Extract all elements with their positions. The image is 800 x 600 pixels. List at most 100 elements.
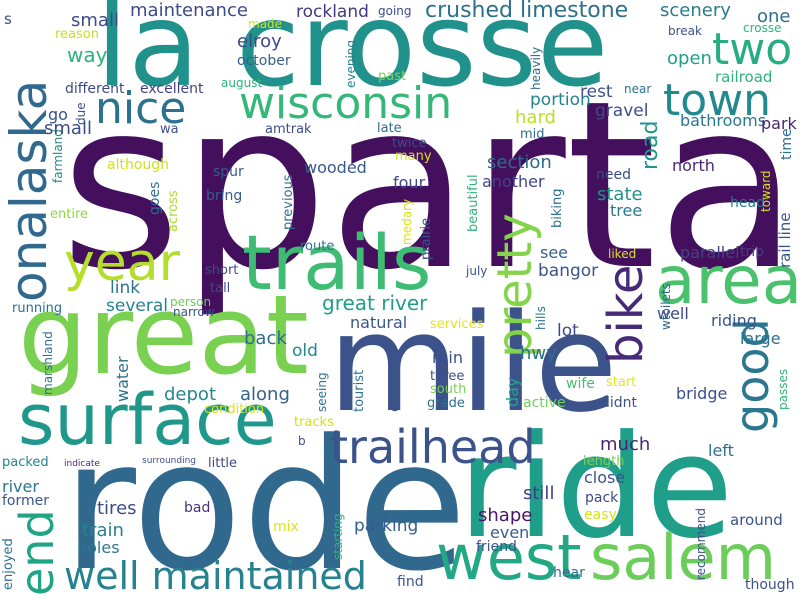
word-around: around bbox=[730, 511, 783, 529]
word-road: road bbox=[638, 120, 663, 170]
word-wtoilets: wtoilets bbox=[659, 283, 673, 330]
word-gravel: gravel bbox=[595, 101, 649, 121]
word-day: day bbox=[503, 377, 522, 407]
word-town: town bbox=[663, 75, 772, 126]
word-pretty: pretty bbox=[487, 213, 543, 358]
word-hwy: hwy bbox=[520, 343, 557, 364]
word-seeing: seeing bbox=[315, 372, 329, 412]
word-wa: wa bbox=[160, 122, 179, 137]
word-still: still bbox=[523, 483, 555, 504]
word-scenery: scenery bbox=[660, 0, 731, 21]
word-much: much bbox=[600, 434, 651, 455]
word-many: many bbox=[395, 149, 432, 164]
word-easy: easy bbox=[584, 507, 617, 523]
word-bangor: bangor bbox=[538, 261, 599, 281]
word-well-maintained: well maintained bbox=[64, 554, 367, 598]
word-enjoyed: enjoyed bbox=[1, 538, 16, 590]
word-made: made bbox=[248, 17, 283, 31]
word-although: although bbox=[107, 157, 170, 173]
word-surrounding: surrounding bbox=[142, 456, 196, 466]
word-near: near bbox=[624, 82, 652, 96]
word-friend: friend bbox=[476, 539, 517, 555]
word-across: across bbox=[166, 190, 181, 232]
word-excellent: excellent bbox=[140, 81, 204, 97]
word-rail-line: rail line bbox=[776, 212, 794, 268]
word-shape: shape bbox=[478, 505, 533, 526]
word-wooded: wooded bbox=[304, 158, 367, 177]
word-four: four bbox=[393, 173, 426, 192]
word-ride: ride bbox=[458, 405, 734, 570]
word-way: way bbox=[67, 43, 108, 67]
word-route: route bbox=[300, 239, 335, 254]
word-tires: tires bbox=[97, 498, 137, 519]
word-crosse: crosse bbox=[743, 21, 782, 35]
word-great-river: great river bbox=[322, 291, 428, 315]
word-trailhead: trailhead bbox=[330, 420, 536, 474]
word-biking: biking bbox=[550, 188, 565, 229]
word-break: break bbox=[668, 24, 702, 38]
word-trip: trip bbox=[740, 244, 765, 260]
word-river: river bbox=[2, 477, 39, 496]
word-tracks: tracks bbox=[294, 415, 334, 430]
word-former: former bbox=[2, 493, 50, 509]
word-left: left bbox=[708, 441, 734, 460]
word-rode: rode bbox=[62, 402, 468, 600]
word-past: past bbox=[378, 69, 407, 84]
word-salem: salem bbox=[590, 521, 777, 594]
word-condition: condition bbox=[204, 402, 265, 417]
word-indicate: indicate bbox=[64, 459, 100, 469]
word-amtrak: amtrak bbox=[265, 122, 312, 137]
word-park: park bbox=[761, 114, 797, 133]
word-goes: goes bbox=[147, 181, 163, 215]
word-bridge: bridge bbox=[676, 384, 728, 403]
word-wife: wife bbox=[566, 376, 595, 392]
word-going: going bbox=[378, 4, 412, 18]
word-natural: natural bbox=[350, 313, 408, 332]
word-packed: packed bbox=[2, 455, 49, 470]
word-marshland: marshland bbox=[41, 331, 55, 395]
word-time: time bbox=[779, 128, 795, 160]
word-small: small bbox=[71, 10, 119, 31]
word-riding: riding bbox=[711, 311, 757, 330]
word-nice: nice bbox=[95, 83, 187, 134]
word-section: section bbox=[487, 152, 552, 173]
word-services: services bbox=[430, 317, 484, 332]
word-person: person bbox=[170, 295, 212, 309]
word-rest: rest bbox=[580, 82, 613, 102]
word-mix: mix bbox=[273, 519, 299, 535]
word-grade: grade bbox=[427, 396, 465, 411]
word-passes: passes bbox=[776, 368, 790, 410]
word-bad: bad bbox=[184, 500, 211, 516]
word-back: back bbox=[244, 328, 287, 349]
word-heavily: heavily bbox=[529, 46, 543, 90]
word-lot: lot bbox=[557, 321, 579, 341]
word-previous: previous bbox=[281, 174, 296, 230]
word-october: october bbox=[237, 53, 291, 69]
word-though: though bbox=[745, 577, 795, 593]
word-bathrooms: bathrooms bbox=[680, 111, 767, 130]
word-la-crosse: la crosse bbox=[96, 0, 609, 113]
word-west: west bbox=[436, 521, 582, 594]
word-parallel: parallel bbox=[680, 243, 740, 262]
word-elroy: elroy bbox=[237, 31, 282, 52]
word-late: late bbox=[377, 121, 402, 136]
word-start: start bbox=[606, 375, 637, 390]
word-pack: pack bbox=[585, 490, 619, 506]
word-evening: evening bbox=[344, 39, 358, 88]
word-tree: tree bbox=[610, 201, 643, 220]
word-see: see bbox=[540, 243, 569, 262]
word-close: close bbox=[584, 468, 626, 487]
word-onalaska: onalaska bbox=[0, 79, 58, 302]
word-august: august bbox=[221, 76, 263, 90]
word-large: large bbox=[740, 329, 781, 348]
word-area: area bbox=[655, 242, 800, 319]
word-open: open bbox=[667, 48, 712, 69]
word-rain: rain bbox=[432, 348, 463, 367]
word-hills: hills bbox=[534, 306, 548, 330]
word-tourist: tourist bbox=[352, 369, 367, 412]
word-little: little bbox=[208, 456, 238, 471]
word-end: end bbox=[10, 509, 64, 596]
word-beautiful: beautiful bbox=[466, 174, 481, 232]
word-well: well bbox=[657, 304, 689, 323]
word-length: length bbox=[583, 454, 625, 469]
